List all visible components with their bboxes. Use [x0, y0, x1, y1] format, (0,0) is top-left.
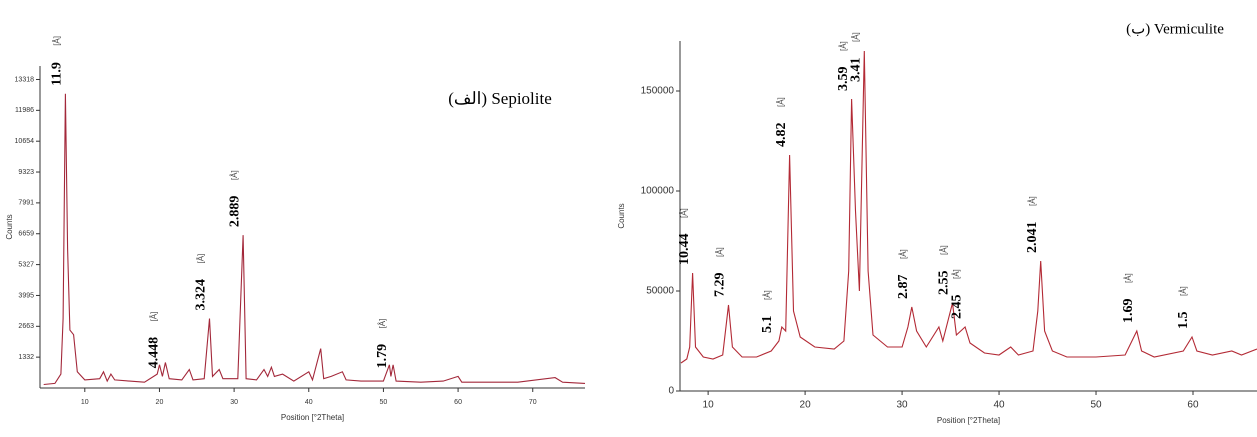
peak-label: 3.41	[848, 58, 863, 83]
x-tick-label: 10	[81, 399, 89, 406]
y-tick-label: 1332	[18, 354, 34, 361]
peak-unit: [Å]	[716, 247, 725, 257]
peak-unit: [Å]	[150, 312, 159, 322]
x-tick-label: 30	[897, 400, 909, 411]
peak-label: 1.5	[1176, 312, 1191, 330]
peak-label: 4.448	[147, 337, 162, 369]
x-tick-label: 60	[1187, 400, 1199, 411]
peak-unit: [Å]	[952, 269, 961, 279]
x-tick-label: 50	[380, 399, 388, 406]
peak-label: 2.45	[949, 295, 964, 320]
peak-label: 5.1	[760, 316, 775, 334]
peak-label: 1.69	[1121, 299, 1136, 324]
peak-label: 1.79	[375, 344, 390, 369]
x-tick-label: 50	[1090, 400, 1102, 411]
x-tick-label: 70	[529, 399, 537, 406]
peak-unit: [Å]	[1124, 273, 1133, 283]
peak-unit: [Å]	[777, 97, 786, 107]
x-axis-title: Position [°2Theta]	[281, 413, 344, 422]
y-axis-title: Counts	[617, 203, 626, 228]
y-tick-label: 13318	[15, 76, 35, 83]
peak-unit: [Å]	[940, 245, 949, 255]
y-axis-title: Counts	[5, 214, 14, 239]
peak-unit: [Å]	[899, 249, 908, 259]
peak-label: 3.324	[194, 279, 209, 311]
peak-label: 2.041	[1025, 222, 1040, 254]
peak-label: 11.9	[50, 62, 65, 86]
peak-unit: [Å]	[851, 32, 860, 42]
chart-title: (الف) Sepiolite	[448, 89, 552, 108]
y-tick-label: 150000	[641, 86, 675, 97]
peak-label: 2.87	[896, 275, 911, 300]
peak-label: 10.44	[677, 234, 692, 266]
x-tick-label: 40	[993, 400, 1005, 411]
peak-label: 2.55	[937, 271, 952, 296]
y-tick-label: 100000	[641, 186, 675, 197]
peak-unit: [Å]	[52, 36, 61, 46]
x-tick-label: 10	[703, 400, 715, 411]
y-tick-label: 7991	[18, 200, 34, 207]
peak-unit: [Å]	[839, 41, 848, 51]
x-tick-label: 20	[800, 400, 812, 411]
y-tick-label: 0	[668, 386, 674, 397]
y-tick-label: 3995	[18, 292, 34, 299]
peak-unit: [Å]	[378, 319, 387, 329]
peak-label: 4.82	[774, 123, 789, 148]
peak-unit: [Å]	[230, 170, 239, 180]
x-tick-label: 20	[156, 399, 164, 406]
xrd-line	[43, 93, 586, 386]
y-tick-label: 9323	[18, 169, 34, 176]
peak-unit: [Å]	[1028, 196, 1037, 206]
y-tick-label: 11986	[15, 107, 34, 114]
y-tick-label: 6659	[18, 231, 34, 238]
y-tick-label: 10654	[15, 138, 35, 145]
peak-unit: [Å]	[1179, 286, 1188, 296]
y-tick-label: 2663	[18, 323, 34, 330]
y-tick-label: 5327	[18, 261, 34, 268]
peak-label: 7.29	[713, 273, 728, 298]
peak-label: 3.59	[836, 67, 851, 92]
x-axis-title: Position [°2Theta]	[937, 416, 1000, 425]
x-tick-label: 30	[230, 399, 238, 406]
chart-title: (ب) Vermiculite	[1126, 21, 1224, 37]
xrd-line	[680, 50, 1257, 364]
peak-unit: [Å]	[763, 290, 772, 300]
y-tick-label: 50000	[646, 286, 674, 297]
x-tick-label: 60	[454, 399, 462, 406]
peak-unit: [Å]	[197, 254, 206, 264]
peak-unit: [Å]	[680, 208, 689, 218]
x-tick-label: 40	[305, 399, 313, 406]
peak-label: 2.889	[227, 196, 242, 228]
